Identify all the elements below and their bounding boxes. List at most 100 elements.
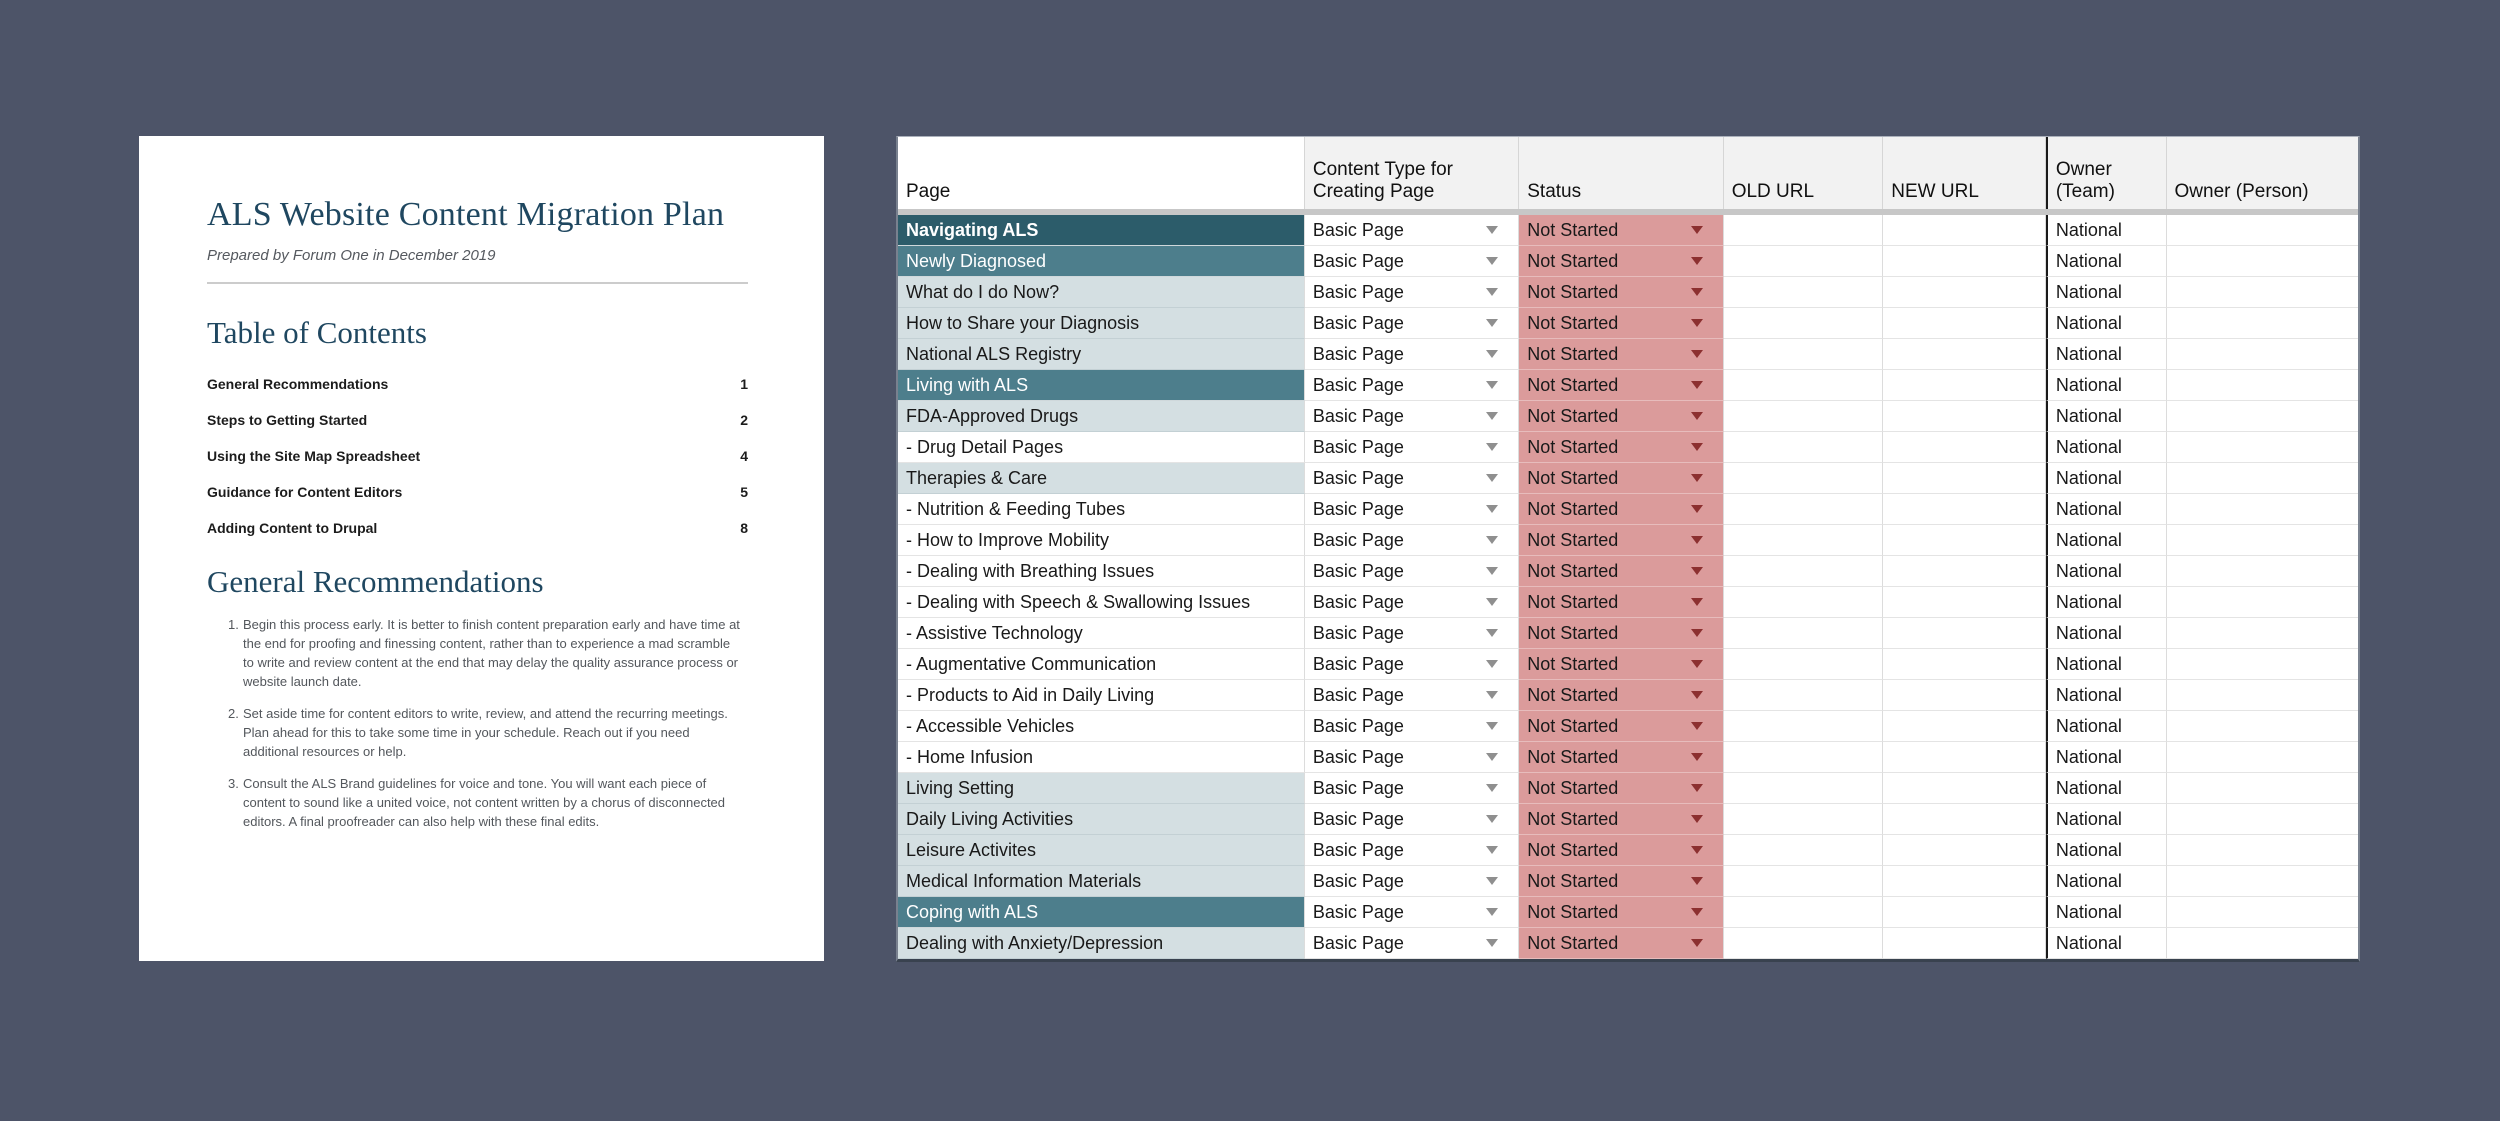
content-type-dropdown[interactable]: Basic Page [1304,277,1520,308]
dropdown-arrow-icon[interactable] [1486,815,1499,823]
page-cell[interactable]: Living with ALS [898,370,1305,401]
content-type-dropdown[interactable]: Basic Page [1304,370,1520,401]
page-cell[interactable]: - Assistive Technology [898,618,1305,649]
column-header-operson[interactable]: Owner (Person) [2166,137,2358,209]
owner-person-cell[interactable] [2166,401,2358,432]
owner-person-cell[interactable] [2166,618,2358,649]
old-url-cell[interactable] [1723,649,1884,680]
page-cell[interactable]: - Dealing with Breathing Issues [898,556,1305,587]
owner-team-cell[interactable]: National [2045,215,2167,246]
owner-person-cell[interactable] [2166,587,2358,618]
page-cell[interactable]: Medical Information Materials [898,866,1305,897]
dropdown-arrow-icon[interactable] [1486,412,1499,420]
new-url-cell[interactable] [1883,494,2046,525]
new-url-cell[interactable] [1883,866,2046,897]
dropdown-arrow-icon[interactable] [1486,629,1499,637]
content-type-dropdown[interactable]: Basic Page [1304,897,1520,928]
owner-person-cell[interactable] [2166,277,2358,308]
old-url-cell[interactable] [1723,432,1884,463]
new-url-cell[interactable] [1883,835,2046,866]
dropdown-arrow-icon[interactable] [1486,598,1499,606]
owner-team-cell[interactable]: National [2045,370,2167,401]
page-cell[interactable]: - Accessible Vehicles [898,711,1305,742]
new-url-cell[interactable] [1883,587,2046,618]
page-cell[interactable]: Coping with ALS [898,897,1305,928]
dropdown-arrow-icon[interactable] [1486,319,1499,327]
page-cell[interactable]: - Drug Detail Pages [898,432,1305,463]
page-cell[interactable]: Daily Living Activities [898,804,1305,835]
dropdown-arrow-icon[interactable] [1486,939,1499,947]
new-url-cell[interactable] [1883,246,2046,277]
new-url-cell[interactable] [1883,401,2046,432]
page-cell[interactable]: - Home Infusion [898,742,1305,773]
page-cell[interactable]: Living Setting [898,773,1305,804]
page-cell[interactable]: Leisure Activites [898,835,1305,866]
content-type-dropdown[interactable]: Basic Page [1304,773,1520,804]
owner-team-cell[interactable]: National [2045,401,2167,432]
dropdown-arrow-icon[interactable] [1690,660,1703,668]
content-type-dropdown[interactable]: Basic Page [1304,711,1520,742]
dropdown-arrow-icon[interactable] [1486,288,1499,296]
old-url-cell[interactable] [1723,618,1884,649]
new-url-cell[interactable] [1883,773,2046,804]
status-dropdown[interactable]: Not Started [1519,835,1724,866]
owner-team-cell[interactable]: National [2045,432,2167,463]
content-type-dropdown[interactable]: Basic Page [1304,463,1520,494]
new-url-cell[interactable] [1883,804,2046,835]
dropdown-arrow-icon[interactable] [1690,753,1703,761]
old-url-cell[interactable] [1723,246,1884,277]
status-dropdown[interactable]: Not Started [1519,494,1724,525]
dropdown-arrow-icon[interactable] [1690,350,1703,358]
new-url-cell[interactable] [1883,742,2046,773]
dropdown-arrow-icon[interactable] [1690,474,1703,482]
old-url-cell[interactable] [1723,804,1884,835]
owner-person-cell[interactable] [2166,215,2358,246]
status-dropdown[interactable]: Not Started [1519,525,1724,556]
page-cell[interactable]: What do I do Now? [898,277,1305,308]
status-dropdown[interactable]: Not Started [1519,742,1724,773]
new-url-cell[interactable] [1883,277,2046,308]
old-url-cell[interactable] [1723,680,1884,711]
page-cell[interactable]: Therapies & Care [898,463,1305,494]
content-type-dropdown[interactable]: Basic Page [1304,680,1520,711]
old-url-cell[interactable] [1723,339,1884,370]
owner-person-cell[interactable] [2166,866,2358,897]
old-url-cell[interactable] [1723,835,1884,866]
status-dropdown[interactable]: Not Started [1519,370,1724,401]
status-dropdown[interactable]: Not Started [1519,277,1724,308]
content-type-dropdown[interactable]: Basic Page [1304,835,1520,866]
owner-person-cell[interactable] [2166,711,2358,742]
column-header-status[interactable]: Status [1519,137,1724,209]
status-dropdown[interactable]: Not Started [1519,804,1724,835]
dropdown-arrow-icon[interactable] [1690,691,1703,699]
owner-team-cell[interactable]: National [2045,928,2167,959]
owner-person-cell[interactable] [2166,556,2358,587]
dropdown-arrow-icon[interactable] [1486,846,1499,854]
dropdown-arrow-icon[interactable] [1690,846,1703,854]
dropdown-arrow-icon[interactable] [1690,939,1703,947]
dropdown-arrow-icon[interactable] [1486,350,1499,358]
content-type-dropdown[interactable]: Basic Page [1304,246,1520,277]
dropdown-arrow-icon[interactable] [1486,505,1499,513]
owner-team-cell[interactable]: National [2045,494,2167,525]
owner-team-cell[interactable]: National [2045,339,2167,370]
status-dropdown[interactable]: Not Started [1519,897,1724,928]
owner-person-cell[interactable] [2166,308,2358,339]
owner-person-cell[interactable] [2166,835,2358,866]
content-type-dropdown[interactable]: Basic Page [1304,742,1520,773]
owner-person-cell[interactable] [2166,897,2358,928]
owner-person-cell[interactable] [2166,649,2358,680]
old-url-cell[interactable] [1723,215,1884,246]
owner-team-cell[interactable]: National [2045,618,2167,649]
owner-person-cell[interactable] [2166,463,2358,494]
dropdown-arrow-icon[interactable] [1690,629,1703,637]
dropdown-arrow-icon[interactable] [1486,877,1499,885]
owner-team-cell[interactable]: National [2045,246,2167,277]
old-url-cell[interactable] [1723,463,1884,494]
owner-person-cell[interactable] [2166,494,2358,525]
old-url-cell[interactable] [1723,928,1884,959]
column-header-new[interactable]: NEW URL [1883,137,2046,209]
content-type-dropdown[interactable]: Basic Page [1304,618,1520,649]
dropdown-arrow-icon[interactable] [1690,784,1703,792]
dropdown-arrow-icon[interactable] [1486,660,1499,668]
